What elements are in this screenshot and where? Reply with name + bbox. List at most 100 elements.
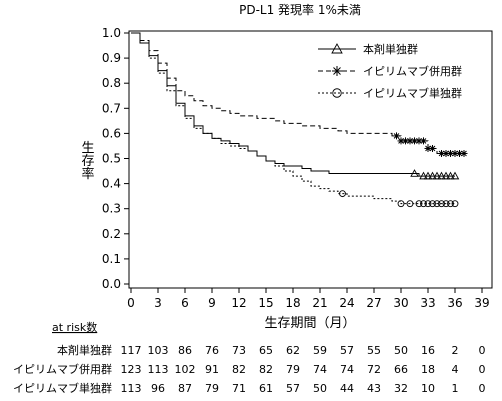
- y-tick-label: 0.6: [102, 126, 121, 140]
- at-risk-value: 113: [121, 382, 142, 395]
- at-risk-value: 117: [121, 344, 142, 357]
- censor-marker: [339, 190, 346, 198]
- plot-frame: [128, 30, 493, 289]
- censor-marker: [438, 149, 445, 157]
- at-risk-value: 71: [232, 382, 246, 395]
- censor-marker: [428, 171, 437, 180]
- censor-marker: [420, 200, 427, 208]
- at-risk-value: 74: [340, 363, 354, 376]
- censor-marker: [429, 200, 436, 208]
- censor-marker: [442, 149, 450, 157]
- censor-marker: [460, 149, 468, 157]
- x-tick-label: 27: [366, 296, 381, 310]
- at-risk-value: 55: [367, 344, 381, 357]
- at-risk-value: 10: [421, 382, 435, 395]
- x-axis: 0 3 6 9 12 15 18 21 24 27 30 33 36 39: [127, 288, 490, 310]
- x-tick-label: 36: [447, 296, 462, 310]
- at-risk-row: イピリムマブ単独群 113 96 87 79 71 61 57 50 44 43 32 10 1 0: [13, 381, 486, 395]
- at-risk-value: 79: [205, 382, 219, 395]
- at-risk-row-label: 本剤単独群: [57, 343, 112, 357]
- censor-marker: [437, 171, 446, 180]
- series-line: [131, 32, 455, 205]
- at-risk-value: 82: [259, 363, 273, 376]
- at-risk-value: 73: [232, 344, 246, 357]
- at-risk-value: 66: [394, 363, 408, 376]
- y-axis: 0.0 0.1 0.2 0.3 0.4 0.5 0.6 0.7 0.8 0.9 1.0: [102, 26, 129, 291]
- censor-marker: [446, 171, 455, 180]
- censor-marker: [424, 200, 432, 208]
- at-risk-value: 72: [367, 363, 381, 376]
- at-risk-value: 76: [205, 344, 219, 357]
- x-tick-label: 9: [208, 296, 216, 310]
- x-tick-label: 15: [258, 296, 273, 310]
- censor-marker: [393, 132, 400, 140]
- legend-item: 本剤単独群: [318, 42, 418, 56]
- at-risk-value: 18: [421, 363, 435, 376]
- at-risk-header: at risk数: [52, 321, 97, 334]
- y-tick-label: 0.8: [102, 76, 121, 90]
- at-risk-value: 103: [148, 344, 169, 357]
- at-risk-value: 96: [151, 382, 165, 395]
- y-tick-label: 0.4: [102, 177, 121, 191]
- at-risk-value: 87: [178, 382, 192, 395]
- y-tick-label: 0.9: [102, 51, 121, 65]
- series-line: [131, 32, 464, 154]
- x-tick-label: 18: [285, 296, 300, 310]
- x-tick-label: 0: [127, 296, 135, 310]
- legend-label: 本剤単独群: [363, 42, 418, 56]
- censor-marker: [415, 200, 423, 208]
- at-risk-value: 65: [259, 344, 273, 357]
- x-tick-label: 30: [393, 296, 408, 310]
- censor-marker: [429, 144, 436, 152]
- y-tick-label: 0.7: [102, 101, 121, 115]
- at-risk-table: 本剤単独群 117 103 86 76 73 65 62 59 57 55 50 16 2 0イピリムマブ併…: [13, 343, 486, 395]
- at-risk-value: 82: [232, 363, 246, 376]
- x-tick-label: 39: [474, 296, 489, 310]
- censor-marker: [406, 200, 414, 208]
- x-tick-label: 12: [231, 296, 246, 310]
- series-3: [131, 32, 459, 208]
- at-risk-value: 91: [205, 363, 219, 376]
- censor-marker: [456, 149, 463, 157]
- censor-marker: [447, 149, 454, 157]
- censor-marker: [332, 88, 342, 98]
- censor-marker: [397, 200, 405, 208]
- censor-marker: [441, 171, 451, 180]
- y-tick-label: 0.5: [102, 152, 121, 166]
- censor-marker: [451, 149, 459, 157]
- at-risk-value: 62: [286, 344, 300, 357]
- at-risk-value: 113: [148, 363, 169, 376]
- at-risk-value: 74: [313, 363, 327, 376]
- at-risk-value: 59: [313, 344, 327, 357]
- at-risk-value: 2: [452, 344, 459, 357]
- x-tick-label: 3: [154, 296, 162, 310]
- at-risk-value: 32: [394, 382, 408, 395]
- censor-marker: [420, 137, 427, 145]
- x-axis-label: 生存期間（月）: [264, 316, 355, 331]
- at-risk-value: 86: [178, 344, 192, 357]
- y-axis-label: 生存率: [79, 141, 95, 180]
- at-risk-value: 61: [259, 382, 273, 395]
- censor-marker: [410, 169, 419, 177]
- at-risk-row-label: イピリムマブ単独群: [13, 381, 112, 395]
- legend-label: イピリムマブ単独群: [363, 86, 462, 100]
- censor-marker: [332, 66, 342, 76]
- at-risk-value: 4: [452, 363, 459, 376]
- at-risk-value: 123: [121, 363, 142, 376]
- y-tick-label: 0.0: [102, 277, 121, 291]
- at-risk-value: 43: [367, 382, 381, 395]
- at-risk-value: 57: [340, 344, 354, 357]
- at-risk-value: 102: [175, 363, 196, 376]
- y-tick-label: 1.0: [102, 26, 121, 40]
- y-tick-label: 0.1: [102, 252, 121, 266]
- at-risk-value: 57: [286, 382, 300, 395]
- censor-marker: [438, 200, 445, 208]
- at-risk-value: 44: [340, 382, 354, 395]
- x-tick-label: 6: [181, 296, 189, 310]
- legend-item: イピリムマブ併用群: [318, 64, 462, 78]
- censor-marker: [432, 171, 442, 180]
- chart-title: PD-L1 発現率 1%未満: [239, 2, 361, 17]
- censor-marker: [331, 43, 343, 54]
